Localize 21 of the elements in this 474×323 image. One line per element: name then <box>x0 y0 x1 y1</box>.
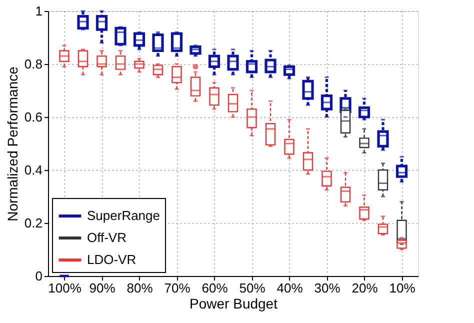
x-tick-label: 50% <box>239 280 266 296</box>
x-tick-label: 30% <box>314 280 341 296</box>
legend-label: SuperRange <box>87 208 160 223</box>
y-axis-title: Normalized Performance <box>4 66 20 222</box>
x-tick-label: 60% <box>202 280 228 296</box>
y-tick-label: 1 <box>35 4 42 18</box>
x-tick-label: 80% <box>126 280 154 296</box>
x-tick-label: 100% <box>48 280 82 296</box>
legend-label: LDO-VR <box>87 252 136 267</box>
y-tick-label: 0.4 <box>24 162 42 178</box>
y-tick-label: 0 <box>35 268 42 284</box>
y-tick-label: 0.6 <box>24 110 42 124</box>
x-axis-title: Power Budget <box>190 296 278 312</box>
x-tick-label: 20% <box>352 280 378 296</box>
x-tick-label: 70% <box>164 280 191 296</box>
x-tick-label: 10% <box>389 280 416 296</box>
legend-label: Off-VR <box>87 230 126 245</box>
x-tick-label: 90% <box>89 280 116 296</box>
y-tick-label: 0.8 <box>24 56 42 72</box>
x-tick-label: 40% <box>276 280 304 296</box>
y-tick-label: 0.2 <box>24 216 42 230</box>
